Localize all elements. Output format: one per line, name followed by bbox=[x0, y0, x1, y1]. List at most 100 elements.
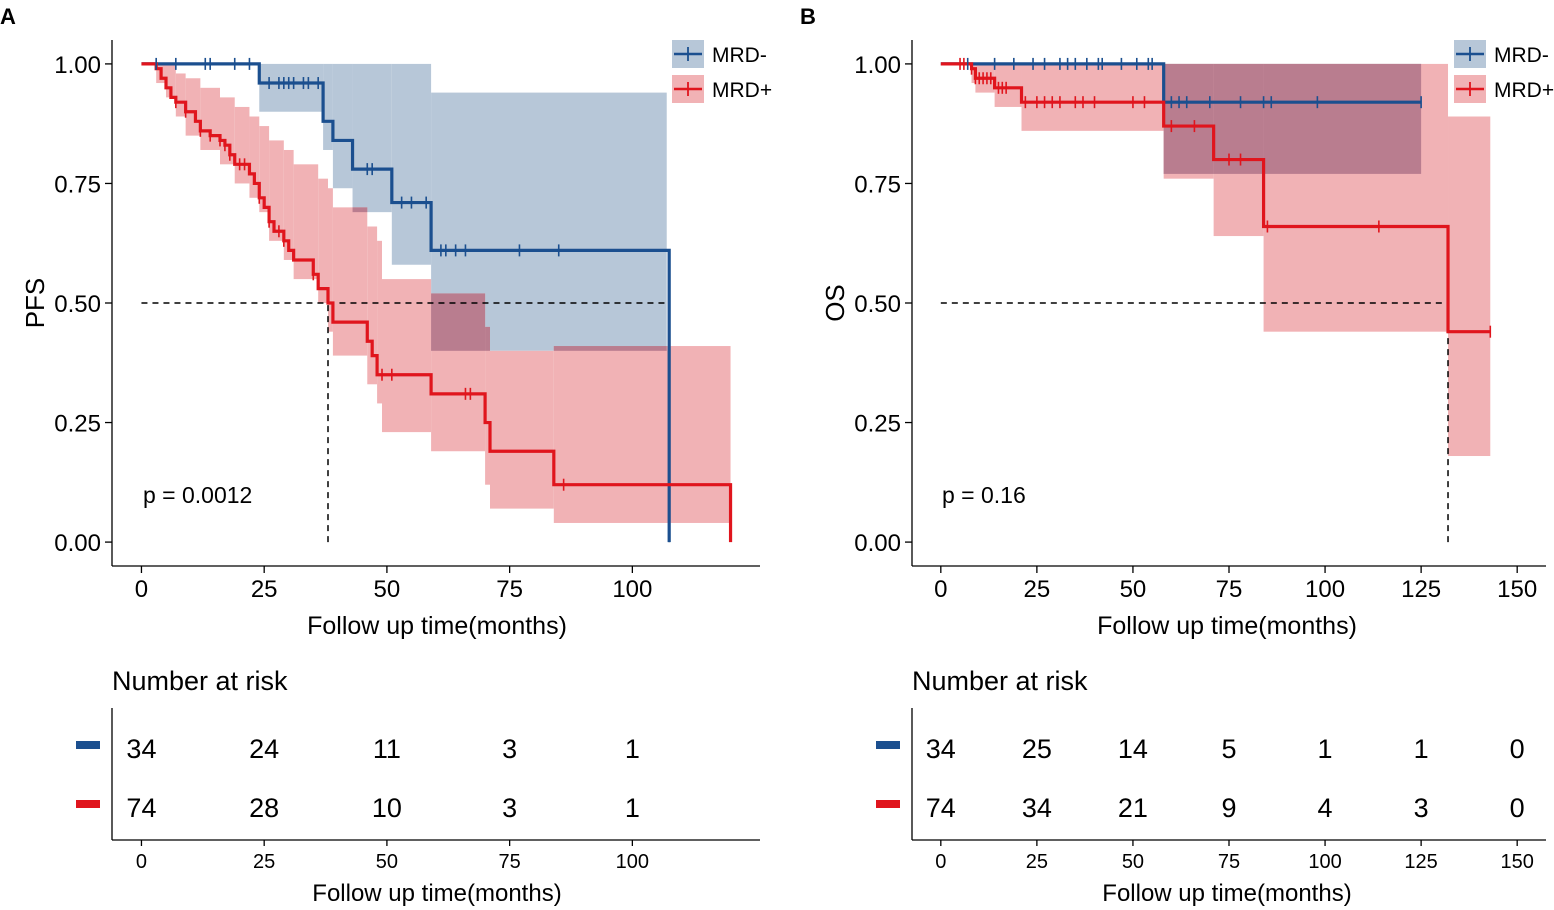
ci-band-mrd+ bbox=[269, 140, 284, 241]
y-axis-title: OS bbox=[820, 284, 850, 322]
legend-label: MRD- bbox=[1494, 44, 1549, 67]
ci-band-mrd+ bbox=[259, 126, 270, 213]
ci-band-mrd+ bbox=[382, 279, 432, 433]
y-tick-label: 0.75 bbox=[54, 171, 101, 198]
ci-band-mrd- bbox=[352, 63, 392, 213]
risk-x-tick-label: 0 bbox=[136, 851, 147, 873]
p-value: p = 0.0012 bbox=[143, 482, 252, 508]
risk-count-mrd+: 34 bbox=[1022, 793, 1052, 823]
x-tick-label: 0 bbox=[934, 576, 947, 603]
risk-table-title: Number at risk bbox=[112, 666, 288, 696]
x-axis-ticks: 0 25 50 75 100 bbox=[135, 566, 652, 603]
legend-item-mrd-pos: MRD+ bbox=[1454, 75, 1554, 103]
x-tick-label: 75 bbox=[1216, 576, 1243, 603]
confidence-bands bbox=[156, 63, 731, 523]
y-tick-label: 0.00 bbox=[854, 530, 901, 557]
risk-count-mrd-: 24 bbox=[249, 734, 279, 764]
risk-count-mrd-: 5 bbox=[1221, 734, 1236, 764]
ci-band-mrd- bbox=[332, 63, 353, 189]
ci-band-mrd+ bbox=[175, 73, 186, 117]
x-tick-label: 150 bbox=[1497, 576, 1537, 603]
risk-count-mrd-: 14 bbox=[1118, 734, 1148, 764]
y-tick-label: 0.75 bbox=[854, 171, 901, 198]
risk-count-mrd-: 0 bbox=[1510, 734, 1525, 764]
risk-count-mrd-: 3 bbox=[502, 734, 517, 764]
legend: MRD- MRD+ bbox=[672, 40, 772, 103]
legend: MRD- MRD+ bbox=[1454, 40, 1554, 103]
risk-x-axis-title: Follow up time(months) bbox=[312, 880, 561, 907]
risk-count-mrd-: 34 bbox=[126, 734, 156, 764]
ci-band-mrd+ bbox=[490, 350, 554, 509]
ci-band-mrd+ bbox=[1448, 116, 1491, 457]
legend-label: MRD+ bbox=[1494, 79, 1554, 102]
x-tick-label: 50 bbox=[374, 576, 401, 603]
x-axis-title: Follow up time(months) bbox=[1097, 612, 1357, 640]
survival-curve-mrd- bbox=[141, 62, 671, 543]
ci-band-mrd+ bbox=[971, 63, 976, 84]
risk-count-mrd+: 21 bbox=[1118, 793, 1148, 823]
risk-count-mrd+: 0 bbox=[1510, 793, 1525, 823]
y-tick-label: 0.50 bbox=[854, 291, 901, 318]
ci-band-mrd+ bbox=[332, 207, 368, 356]
legend-label: MRD+ bbox=[712, 79, 772, 102]
risk-count-mrd-: 34 bbox=[926, 734, 956, 764]
risk-counts: 34 24 11 3 1 74 28 10 3 1 bbox=[126, 734, 639, 823]
ci-overlap bbox=[1163, 63, 1422, 174]
risk-x-axis-title: Follow up time(months) bbox=[1102, 880, 1351, 907]
risk-counts: 34 25 14 5 1 1 0 74 34 21 9 4 3 0 bbox=[926, 734, 1525, 823]
ci-overlap-band bbox=[485, 326, 490, 351]
risk-x-tick-label: 100 bbox=[1308, 851, 1341, 873]
ci-band-mrd+ bbox=[328, 188, 333, 332]
x-axis-title: Follow up time(months) bbox=[307, 612, 567, 640]
risk-x-tick-label: 0 bbox=[935, 851, 946, 873]
risk-count-mrd+: 4 bbox=[1318, 793, 1333, 823]
risk-row-key-mrd-neg bbox=[876, 741, 900, 749]
ci-band-mrd- bbox=[391, 63, 432, 265]
ci-band-mrd+ bbox=[377, 240, 382, 404]
risk-row-key-mrd-neg bbox=[76, 741, 100, 749]
y-tick-label: 0.25 bbox=[54, 411, 101, 438]
ci-band-mrd+ bbox=[166, 63, 176, 98]
risk-axis-ticks: 0 25 50 75 100 bbox=[136, 840, 649, 873]
risk-count-mrd+: 3 bbox=[502, 793, 517, 823]
p-value: p = 0.16 bbox=[942, 482, 1026, 508]
y-tick-label: 0.00 bbox=[54, 530, 101, 557]
risk-count-mrd+: 74 bbox=[126, 793, 156, 823]
y-tick-label: 0.50 bbox=[54, 291, 101, 318]
risk-x-tick-label: 125 bbox=[1404, 851, 1437, 873]
y-axis-ticks: 0.00 0.25 0.50 0.75 1.00 bbox=[854, 52, 912, 557]
risk-table-title: Number at risk bbox=[912, 666, 1088, 696]
ci-band-mrd+ bbox=[249, 116, 260, 198]
ci-band-mrd- bbox=[323, 63, 333, 150]
risk-count-mrd-: 1 bbox=[1414, 734, 1429, 764]
ci-band-mrd- bbox=[259, 63, 324, 112]
risk-x-tick-label: 150 bbox=[1500, 851, 1533, 873]
risk-count-mrd+: 9 bbox=[1221, 793, 1236, 823]
risk-x-tick-label: 100 bbox=[616, 851, 649, 873]
risk-x-tick-label: 50 bbox=[1122, 851, 1144, 873]
risk-count-mrd+: 74 bbox=[926, 793, 956, 823]
survival-curves bbox=[141, 62, 733, 543]
ci-band-mrd+ bbox=[553, 346, 731, 523]
risk-row-key-mrd-pos bbox=[76, 800, 100, 808]
censor-marks bbox=[155, 57, 565, 491]
x-tick-label: 75 bbox=[496, 576, 523, 603]
legend-item-mrd-neg: MRD- bbox=[1454, 40, 1549, 68]
ci-band-mrd+ bbox=[234, 106, 250, 184]
x-tick-label: 25 bbox=[1024, 576, 1051, 603]
ci-band-mrd+ bbox=[1021, 63, 1164, 131]
risk-count-mrd-: 25 bbox=[1022, 734, 1052, 764]
risk-axis-ticks: 0 25 50 75 100 125 150 bbox=[935, 840, 1534, 873]
panel-a: A 0 25 50 75 100 0.000.250.500.751.00 PFS Fo… bbox=[0, 4, 772, 907]
ci-overlap-band bbox=[1213, 63, 1264, 174]
y-tick-label: 1.00 bbox=[854, 52, 901, 79]
median-lines bbox=[940, 302, 1449, 543]
survival-curve-mrd+ bbox=[940, 62, 1491, 334]
x-tick-label: 125 bbox=[1401, 576, 1441, 603]
censor-marks bbox=[959, 57, 1492, 338]
y-tick-label: 0.25 bbox=[854, 411, 901, 438]
legend-item-mrd-pos: MRD+ bbox=[672, 75, 772, 103]
ci-band-mrd+ bbox=[367, 226, 378, 385]
ci-overlap-band bbox=[352, 207, 368, 213]
ci-band-mrd+ bbox=[283, 149, 294, 260]
